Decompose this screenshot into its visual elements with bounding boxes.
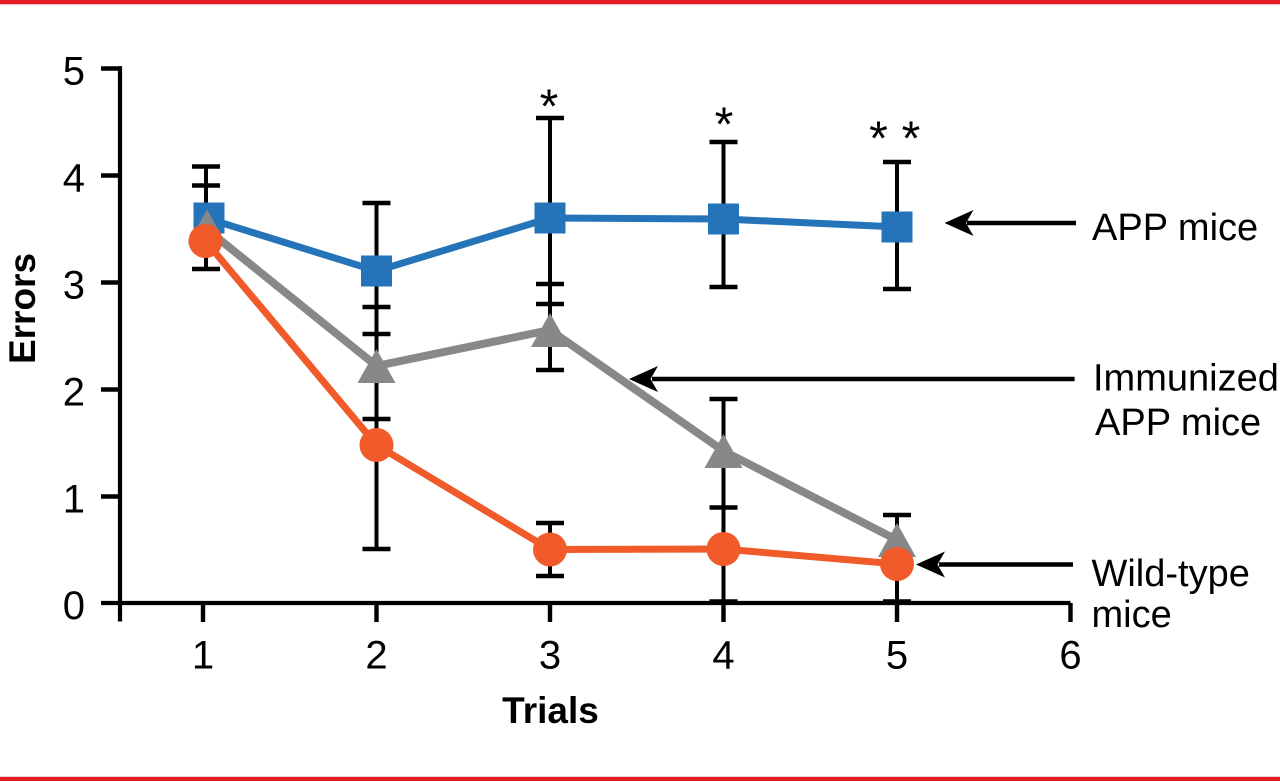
svg-text:APP mice: APP mice bbox=[1092, 207, 1258, 249]
svg-text:4: 4 bbox=[712, 634, 734, 678]
svg-text:3: 3 bbox=[63, 264, 85, 308]
svg-text:APP mice: APP mice bbox=[1095, 402, 1261, 444]
svg-text:5: 5 bbox=[63, 50, 85, 94]
svg-text:0: 0 bbox=[63, 584, 85, 628]
svg-text:Trials: Trials bbox=[502, 690, 599, 731]
svg-text:3: 3 bbox=[539, 634, 561, 678]
svg-text:*: * bbox=[902, 113, 921, 166]
svg-text:2: 2 bbox=[63, 371, 85, 415]
svg-text:2: 2 bbox=[365, 634, 387, 678]
svg-text:5: 5 bbox=[886, 634, 908, 678]
svg-text:6: 6 bbox=[1059, 634, 1081, 678]
svg-text:Errors: Errors bbox=[2, 253, 43, 364]
svg-text:*: * bbox=[540, 81, 559, 134]
svg-text:1: 1 bbox=[63, 478, 85, 522]
svg-text:mice: mice bbox=[1092, 594, 1172, 636]
svg-text:*: * bbox=[715, 99, 734, 152]
svg-text:4: 4 bbox=[63, 157, 85, 201]
svg-text:*: * bbox=[869, 113, 888, 166]
svg-text:1: 1 bbox=[192, 634, 214, 678]
svg-text:Immunized: Immunized bbox=[1093, 358, 1279, 400]
svg-text:Wild-type: Wild-type bbox=[1092, 553, 1250, 595]
